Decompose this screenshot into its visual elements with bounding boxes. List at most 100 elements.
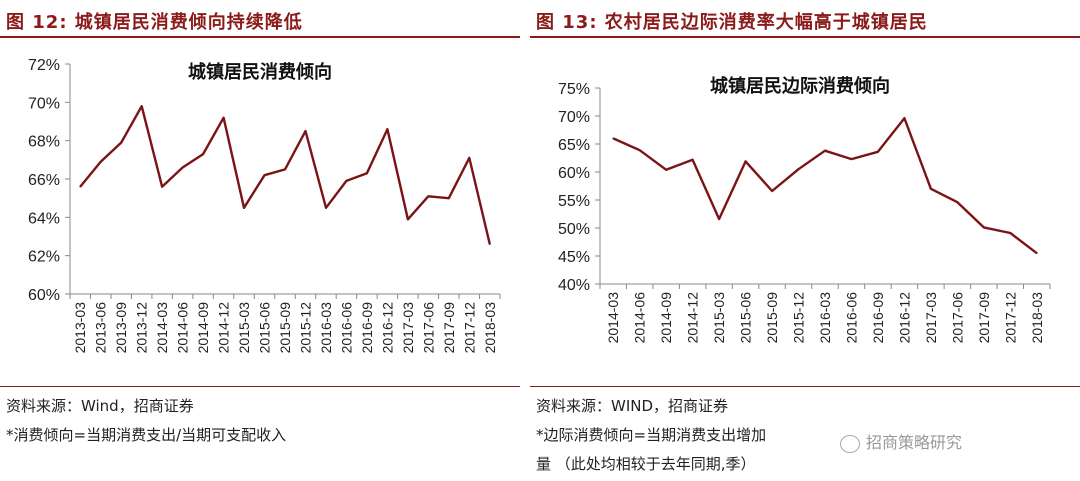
x-tick-label: 2017-09 — [976, 292, 992, 344]
data-point — [99, 160, 102, 163]
data-point — [744, 160, 747, 163]
watermark-text: 招商策略研究 — [866, 433, 963, 452]
x-tick-label: 2014-06 — [175, 302, 191, 354]
data-point — [181, 166, 184, 169]
y-tick-label: 65% — [558, 137, 590, 154]
x-tick-label: 2017-03 — [400, 302, 416, 354]
y-tick-label: 50% — [558, 221, 590, 238]
data-point — [1009, 232, 1012, 234]
figure-13-note: *边际消费倾向=当期消费支出增加 — [536, 426, 767, 444]
figure-13-title: 图 13: 农村居民边际消费率大幅高于城镇居民 — [536, 12, 928, 33]
figure-13-footer: 资料来源：WIND，招商证券 *边际消费倾向=当期消费支出增加 量 （此处均相较… — [530, 386, 1080, 473]
chart-urban-consumption-propensity: 60%62%64%66%68%70%72%2013-03 2013-06 2013-… — [28, 57, 501, 354]
y-tick-label: 40% — [558, 277, 590, 294]
x-tick-label: 2017-06 — [949, 292, 965, 344]
data-point — [638, 149, 641, 151]
chart-title: 城镇居民消费倾向 — [188, 61, 332, 83]
y-tick-label: 70% — [558, 109, 590, 126]
x-tick-label: 2015-09 — [764, 292, 780, 344]
y-tick-label: 45% — [558, 249, 590, 266]
data-point — [488, 243, 491, 245]
x-tick-label: 2014-12 — [216, 302, 232, 354]
figure-12-title: 图 12: 城镇居民消费倾向持续降低 — [6, 12, 303, 33]
data-point — [448, 197, 450, 199]
x-tick-label: 2018-03 — [1029, 292, 1045, 344]
data-point — [468, 157, 471, 159]
x-tick-label: 2016-03 — [817, 292, 833, 344]
figure-12-source: 资料来源：Wind，招商证券 — [6, 397, 194, 415]
x-tick-label: 2015-06 — [738, 292, 754, 344]
data-point — [243, 206, 245, 209]
data-point — [1035, 252, 1038, 254]
wechat-icon — [840, 434, 860, 453]
x-tick-label: 2016-03 — [318, 302, 334, 354]
x-tick-label: 2015-09 — [277, 302, 293, 354]
y-tick-label: 68% — [28, 134, 60, 151]
data-point — [140, 105, 143, 107]
data-point — [120, 141, 122, 144]
x-tick-label: 2014-03 — [605, 292, 621, 344]
figure-13-panel: 图 13: 农村居民边际消费率大幅高于城镇居民 40% 45% 50% 55% 60% 6… — [530, 0, 1080, 481]
data-point — [304, 130, 307, 132]
y-tick-label: 55% — [558, 193, 590, 210]
data-point — [797, 168, 800, 170]
x-tick-label: 2013-09 — [113, 302, 129, 354]
series-line — [612, 116, 1038, 255]
x-tick-label: 2015-06 — [257, 302, 273, 354]
data-point — [983, 226, 985, 229]
x-tick-label: 2015-03 — [711, 292, 727, 344]
data-point — [665, 168, 667, 171]
x-tick-label: 2014-12 — [685, 292, 701, 344]
data-point — [956, 201, 959, 204]
data-point — [345, 180, 348, 182]
figure-13-source: 资料来源：WIND，招商证券 — [536, 397, 729, 415]
x-tick-label: 2017-06 — [420, 302, 436, 354]
y-tick-label: 70% — [28, 95, 60, 112]
data-point — [771, 190, 773, 192]
x-tick-label: 2016-12 — [896, 292, 912, 344]
data-point — [161, 185, 163, 188]
series-line — [79, 104, 491, 245]
x-tick-label: 2014-03 — [154, 302, 170, 354]
data-point — [263, 174, 266, 176]
x-tick-label: 2014-09 — [195, 302, 211, 354]
y-tick-label: 64% — [28, 210, 60, 227]
data-point — [79, 185, 82, 188]
y-tick-label: 72% — [28, 57, 60, 74]
x-tick-label: 2013-12 — [134, 302, 150, 354]
x-tick-label: 2016-12 — [379, 302, 395, 354]
x-tick-label: 2016-06 — [338, 302, 354, 354]
y-tick-label: 62% — [28, 249, 60, 266]
data-point — [407, 218, 409, 221]
data-point — [903, 117, 906, 120]
x-tick-label: 2014-06 — [632, 292, 648, 344]
x-tick-label: 2017-09 — [441, 302, 457, 354]
y-tick-label: 60% — [28, 287, 60, 304]
watermark: 招商策略研究 — [840, 429, 962, 453]
data-point — [386, 128, 389, 130]
data-point — [691, 158, 694, 161]
x-tick-label: 2013-06 — [93, 302, 109, 354]
x-tick-label: 2016-09 — [870, 292, 886, 344]
data-point — [284, 168, 286, 171]
x-tick-label: 2014-09 — [658, 292, 674, 344]
x-tick-label: 2015-12 — [791, 292, 807, 344]
figure-13-note-line2: 量 （此处均相较于去年同期,季） — [536, 455, 756, 473]
x-tick-label: 2015-12 — [297, 302, 313, 354]
x-tick-label: 2016-09 — [359, 302, 375, 354]
data-point — [824, 149, 826, 152]
x-tick-label: 2016-06 — [843, 292, 859, 344]
data-point — [877, 151, 879, 153]
x-tick-label: 2018-03 — [482, 302, 498, 354]
y-tick-label: 75% — [558, 81, 590, 98]
chart-urban-marginal-consumption: 40% 45% 50% 55% 60% 65% 70% 75% 2014-03 2014-06 20… — [558, 75, 1051, 344]
x-tick-label: 2015-03 — [236, 302, 252, 354]
x-tick-label: 2013-03 — [72, 302, 88, 354]
chart-title: 城镇居民边际消费倾向 — [710, 75, 890, 97]
data-point — [427, 195, 430, 198]
data-point — [930, 188, 932, 190]
x-tick-label: 2017-12 — [461, 302, 477, 354]
figure-12-panel: 图 12: 城镇居民消费倾向持续降低 60% 62% 64% 66% 68% 70% 72%… — [0, 0, 520, 481]
data-point — [612, 137, 615, 140]
data-point — [850, 158, 853, 160]
